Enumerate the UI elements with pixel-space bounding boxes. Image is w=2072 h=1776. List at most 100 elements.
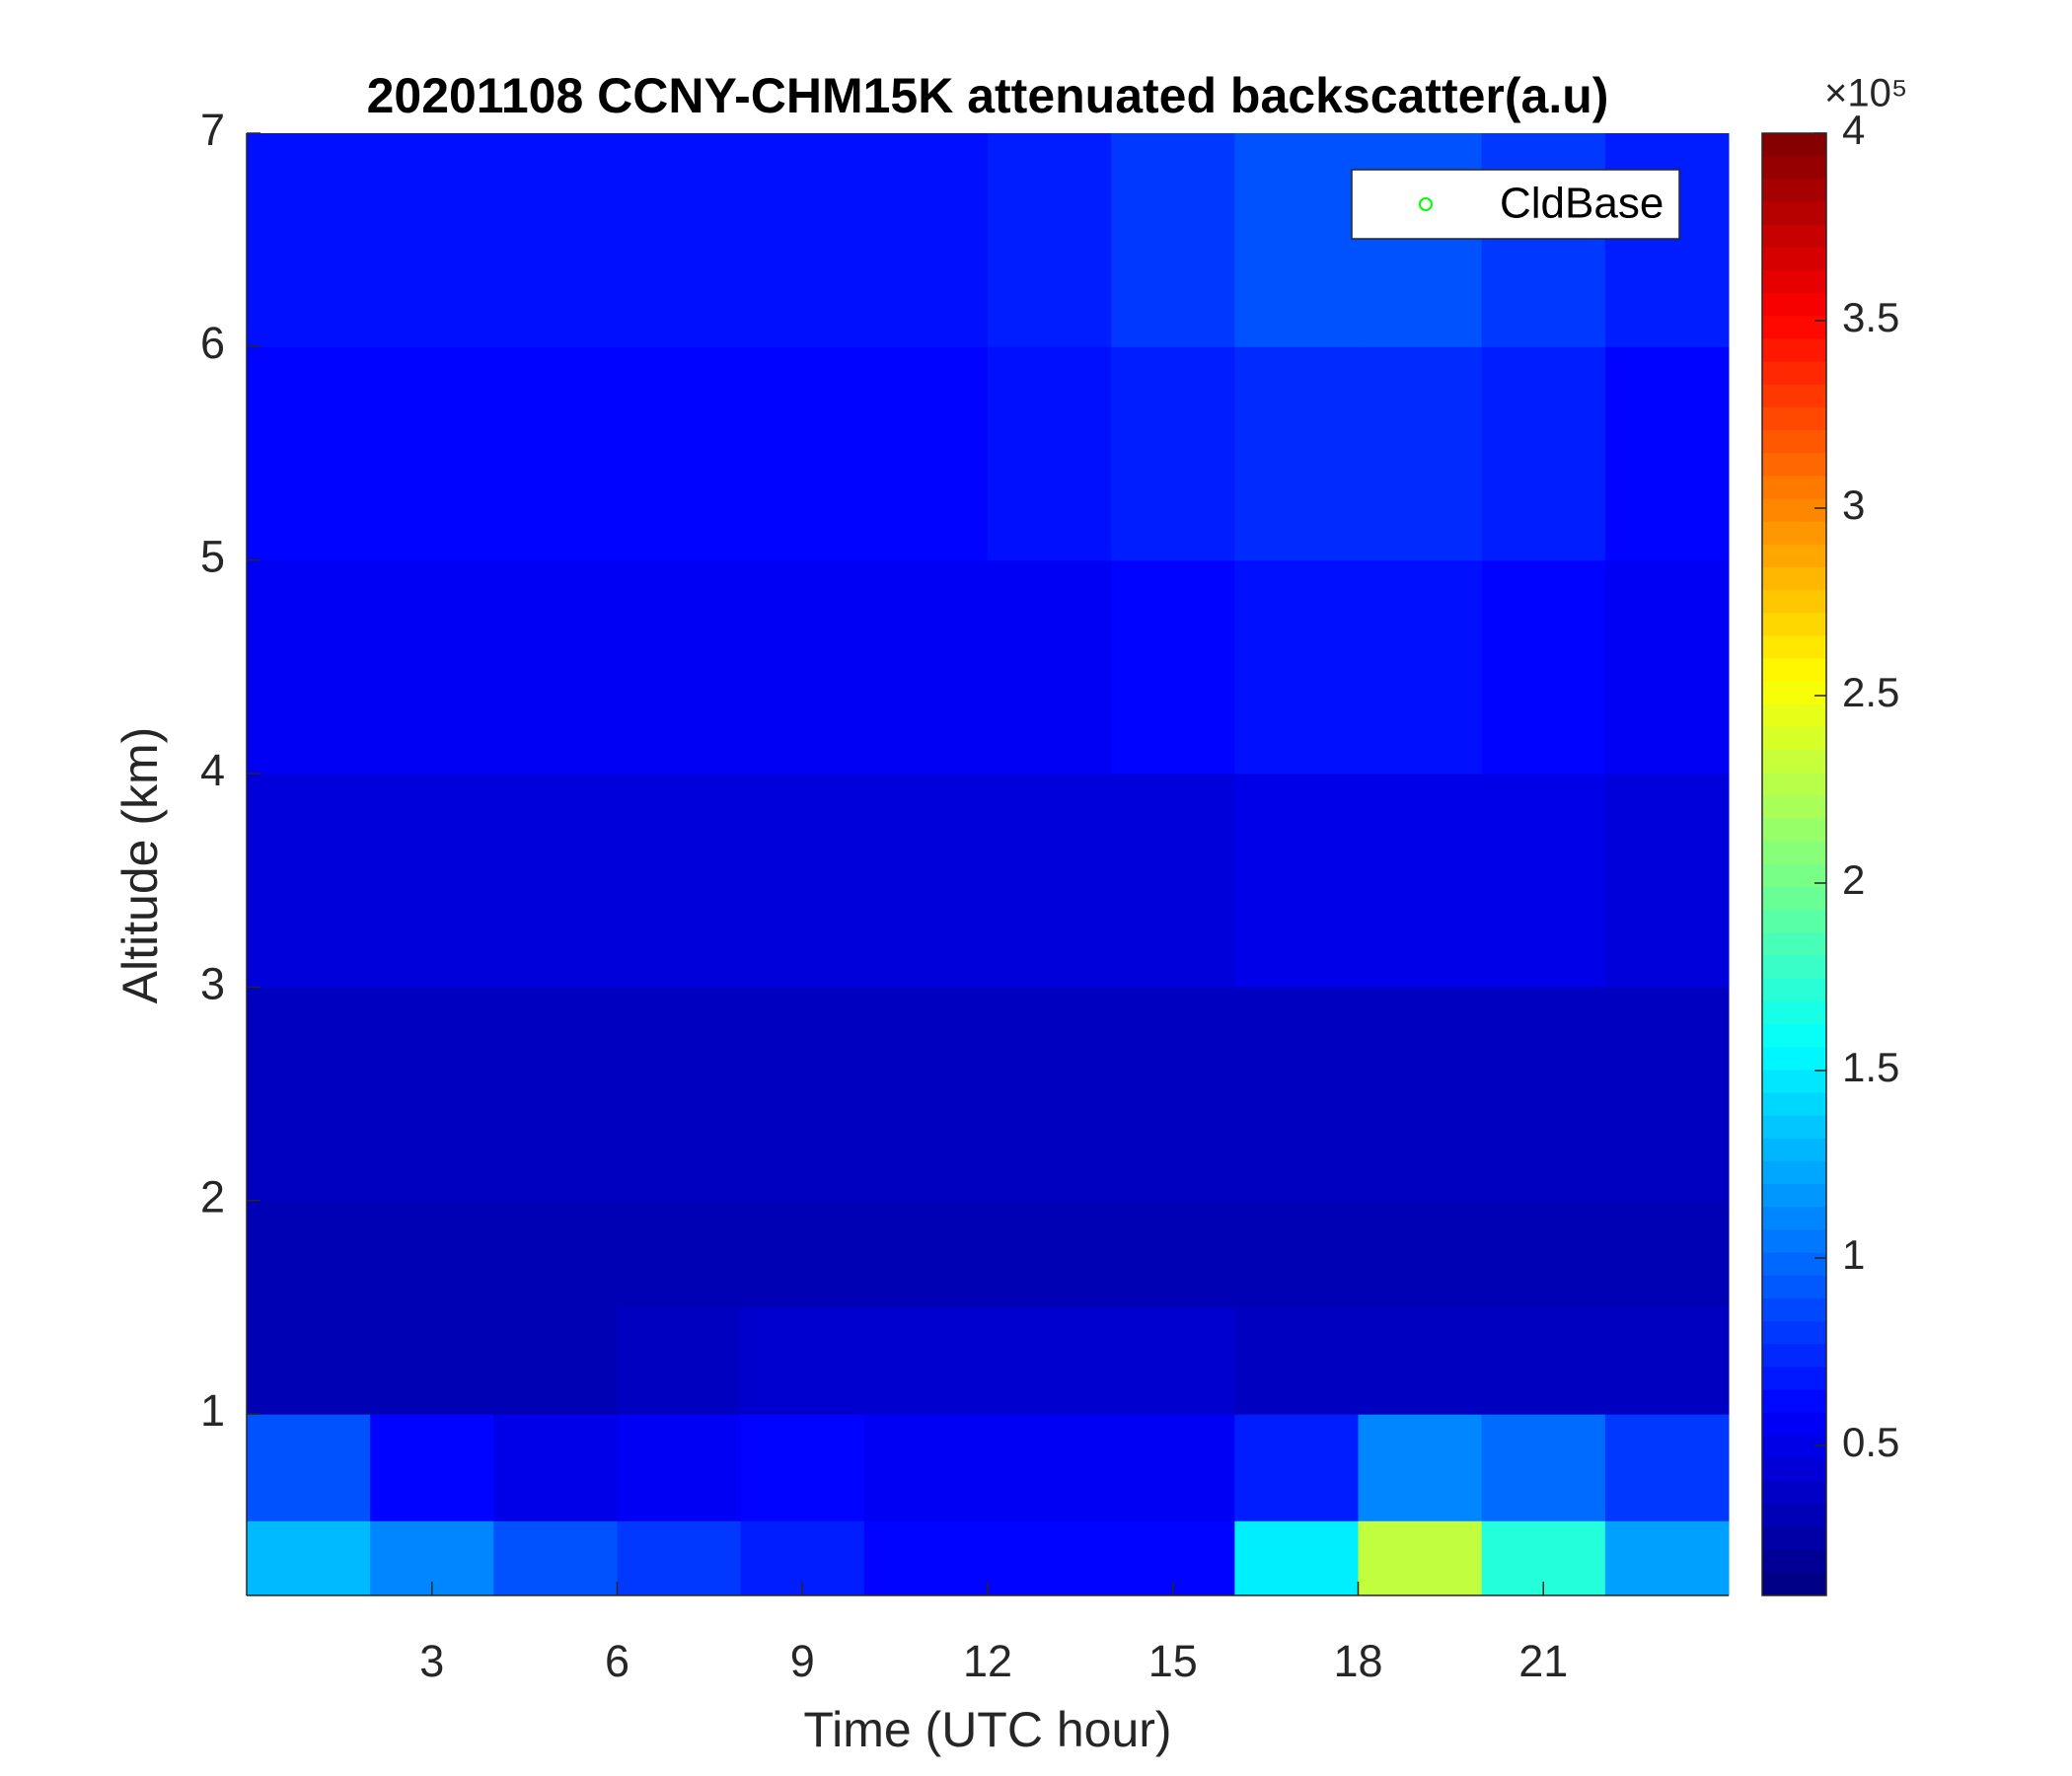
- colorbar-step: [1762, 681, 1826, 705]
- heatmap-cell: [863, 1306, 989, 1415]
- heatmap-cell: [1358, 1414, 1483, 1521]
- heatmap-cell: [988, 346, 1112, 561]
- colorbar-step: [1762, 407, 1826, 431]
- colorbar-step: [1762, 864, 1826, 888]
- heatmap-cell: [247, 1200, 371, 1308]
- heatmap-cell: [1481, 346, 1606, 561]
- heatmap-cell: [247, 346, 371, 561]
- heatmap-cell: [863, 1200, 989, 1308]
- colorbar-step: [1762, 910, 1826, 933]
- y-axis-label: Altitude (km): [112, 727, 168, 1004]
- heatmap-cell: [617, 1306, 742, 1415]
- heatmap-cell: [740, 1414, 865, 1521]
- colorbar-tick-label: 1.5: [1842, 1044, 1899, 1090]
- colorbar-step: [1762, 818, 1826, 843]
- colorbar-step: [1762, 224, 1826, 249]
- heatmap-cell: [863, 1520, 989, 1596]
- colorbar-step: [1762, 247, 1826, 271]
- colorbar-step: [1762, 384, 1826, 408]
- colorbar-step: [1762, 1435, 1826, 1459]
- heatmap-cell: [988, 1306, 1112, 1415]
- colorbar-step: [1762, 727, 1826, 751]
- heatmap-cell: [740, 774, 865, 988]
- heatmap-cell: [493, 1200, 618, 1308]
- heatmap-cell: [493, 133, 618, 347]
- heatmap-cell: [247, 1520, 371, 1596]
- heatmap-cell: [1358, 1200, 1483, 1308]
- heatmap-cell: [1481, 1200, 1606, 1308]
- colorbar-step: [1762, 1252, 1826, 1277]
- heatmap-cell: [863, 346, 989, 561]
- colorbar-step: [1762, 156, 1826, 180]
- x-tick-label: 9: [790, 1636, 815, 1686]
- heatmap-cell: [1111, 987, 1235, 1202]
- colorbar-step: [1762, 703, 1826, 728]
- heatmap-cell: [1481, 1306, 1606, 1415]
- colorbar-step: [1762, 1070, 1826, 1094]
- heatmap-cell: [1234, 346, 1359, 561]
- heatmap-cell: [1481, 774, 1606, 988]
- colorbar-frame: [1761, 132, 1827, 1596]
- heatmap-cell: [370, 774, 494, 988]
- heatmap-cell: [1358, 774, 1483, 988]
- heatmap-cell: [988, 559, 1112, 775]
- colorbar-step: [1762, 978, 1826, 1002]
- heatmap-cell: [740, 1200, 865, 1308]
- heatmap-cell: [1604, 559, 1730, 775]
- heatmap-cell: [617, 1520, 742, 1596]
- heatmap-cell: [247, 1414, 371, 1521]
- x-axis-label: Time (UTC hour): [803, 1702, 1171, 1757]
- heatmap-cell: [1111, 133, 1235, 347]
- colorbar-multiplier: ×10⁵: [1824, 72, 1907, 115]
- heatmap-cell: [1481, 133, 1606, 347]
- chart-title: 20201108 CCNY-CHM15K attenuated backscat…: [367, 68, 1609, 123]
- heatmap-cell: [617, 987, 742, 1202]
- colorbar-step: [1762, 1389, 1826, 1414]
- heatmap-cell: [1234, 774, 1359, 988]
- heatmap-cell: [1234, 1306, 1359, 1415]
- heatmap-cell: [617, 774, 742, 988]
- colorbar-tick-label: 2.5: [1842, 669, 1899, 715]
- heatmap-cell: [247, 774, 371, 988]
- heatmap-cell: [1358, 1306, 1483, 1415]
- heatmap-cell: [247, 133, 371, 347]
- colorbar-step: [1762, 430, 1826, 454]
- heatmap-cell: [988, 774, 1112, 988]
- heatmap-cell: [370, 559, 494, 775]
- x-tick-label: 12: [963, 1636, 1012, 1686]
- x-tick-label: 6: [605, 1636, 629, 1686]
- heatmap-cell: [617, 346, 742, 561]
- colorbar-step: [1762, 293, 1826, 317]
- heatmap-cell: [370, 346, 494, 561]
- legend-label: CldBase: [1500, 180, 1664, 228]
- heatmap-cell: [740, 559, 865, 775]
- colorbar-step: [1762, 1344, 1826, 1368]
- colorbar-step: [1762, 841, 1826, 865]
- heatmap-cell: [988, 1520, 1112, 1596]
- colorbar-step: [1762, 635, 1826, 660]
- heatmap-cell: [988, 987, 1112, 1202]
- heatmap-cell: [247, 1306, 371, 1415]
- colorbar-step: [1762, 658, 1826, 683]
- colorbar-step: [1762, 750, 1826, 774]
- heatmap-cell: [617, 1200, 742, 1308]
- colorbar-step: [1762, 521, 1826, 546]
- heatmap-cell: [1111, 1414, 1235, 1521]
- colorbar-step: [1762, 955, 1826, 980]
- heatmap-cell: [863, 133, 989, 347]
- colorbar-step: [1762, 498, 1826, 523]
- colorbar-tick-label: 3.5: [1842, 294, 1899, 340]
- colorbar-step: [1762, 1572, 1826, 1596]
- heatmap-cell: [1604, 133, 1730, 347]
- colorbar-step: [1762, 1138, 1826, 1162]
- heatmap-cell: [1481, 559, 1606, 775]
- colorbar-step: [1762, 1047, 1826, 1071]
- colorbar-step: [1762, 887, 1826, 911]
- heatmap-cell: [493, 559, 618, 775]
- x-tick-label: 21: [1518, 1636, 1568, 1686]
- heatmap-cell: [863, 987, 989, 1202]
- heatmap-cell: [493, 774, 618, 988]
- colorbar-step: [1762, 1229, 1826, 1254]
- heatmap-cell: [740, 1306, 865, 1415]
